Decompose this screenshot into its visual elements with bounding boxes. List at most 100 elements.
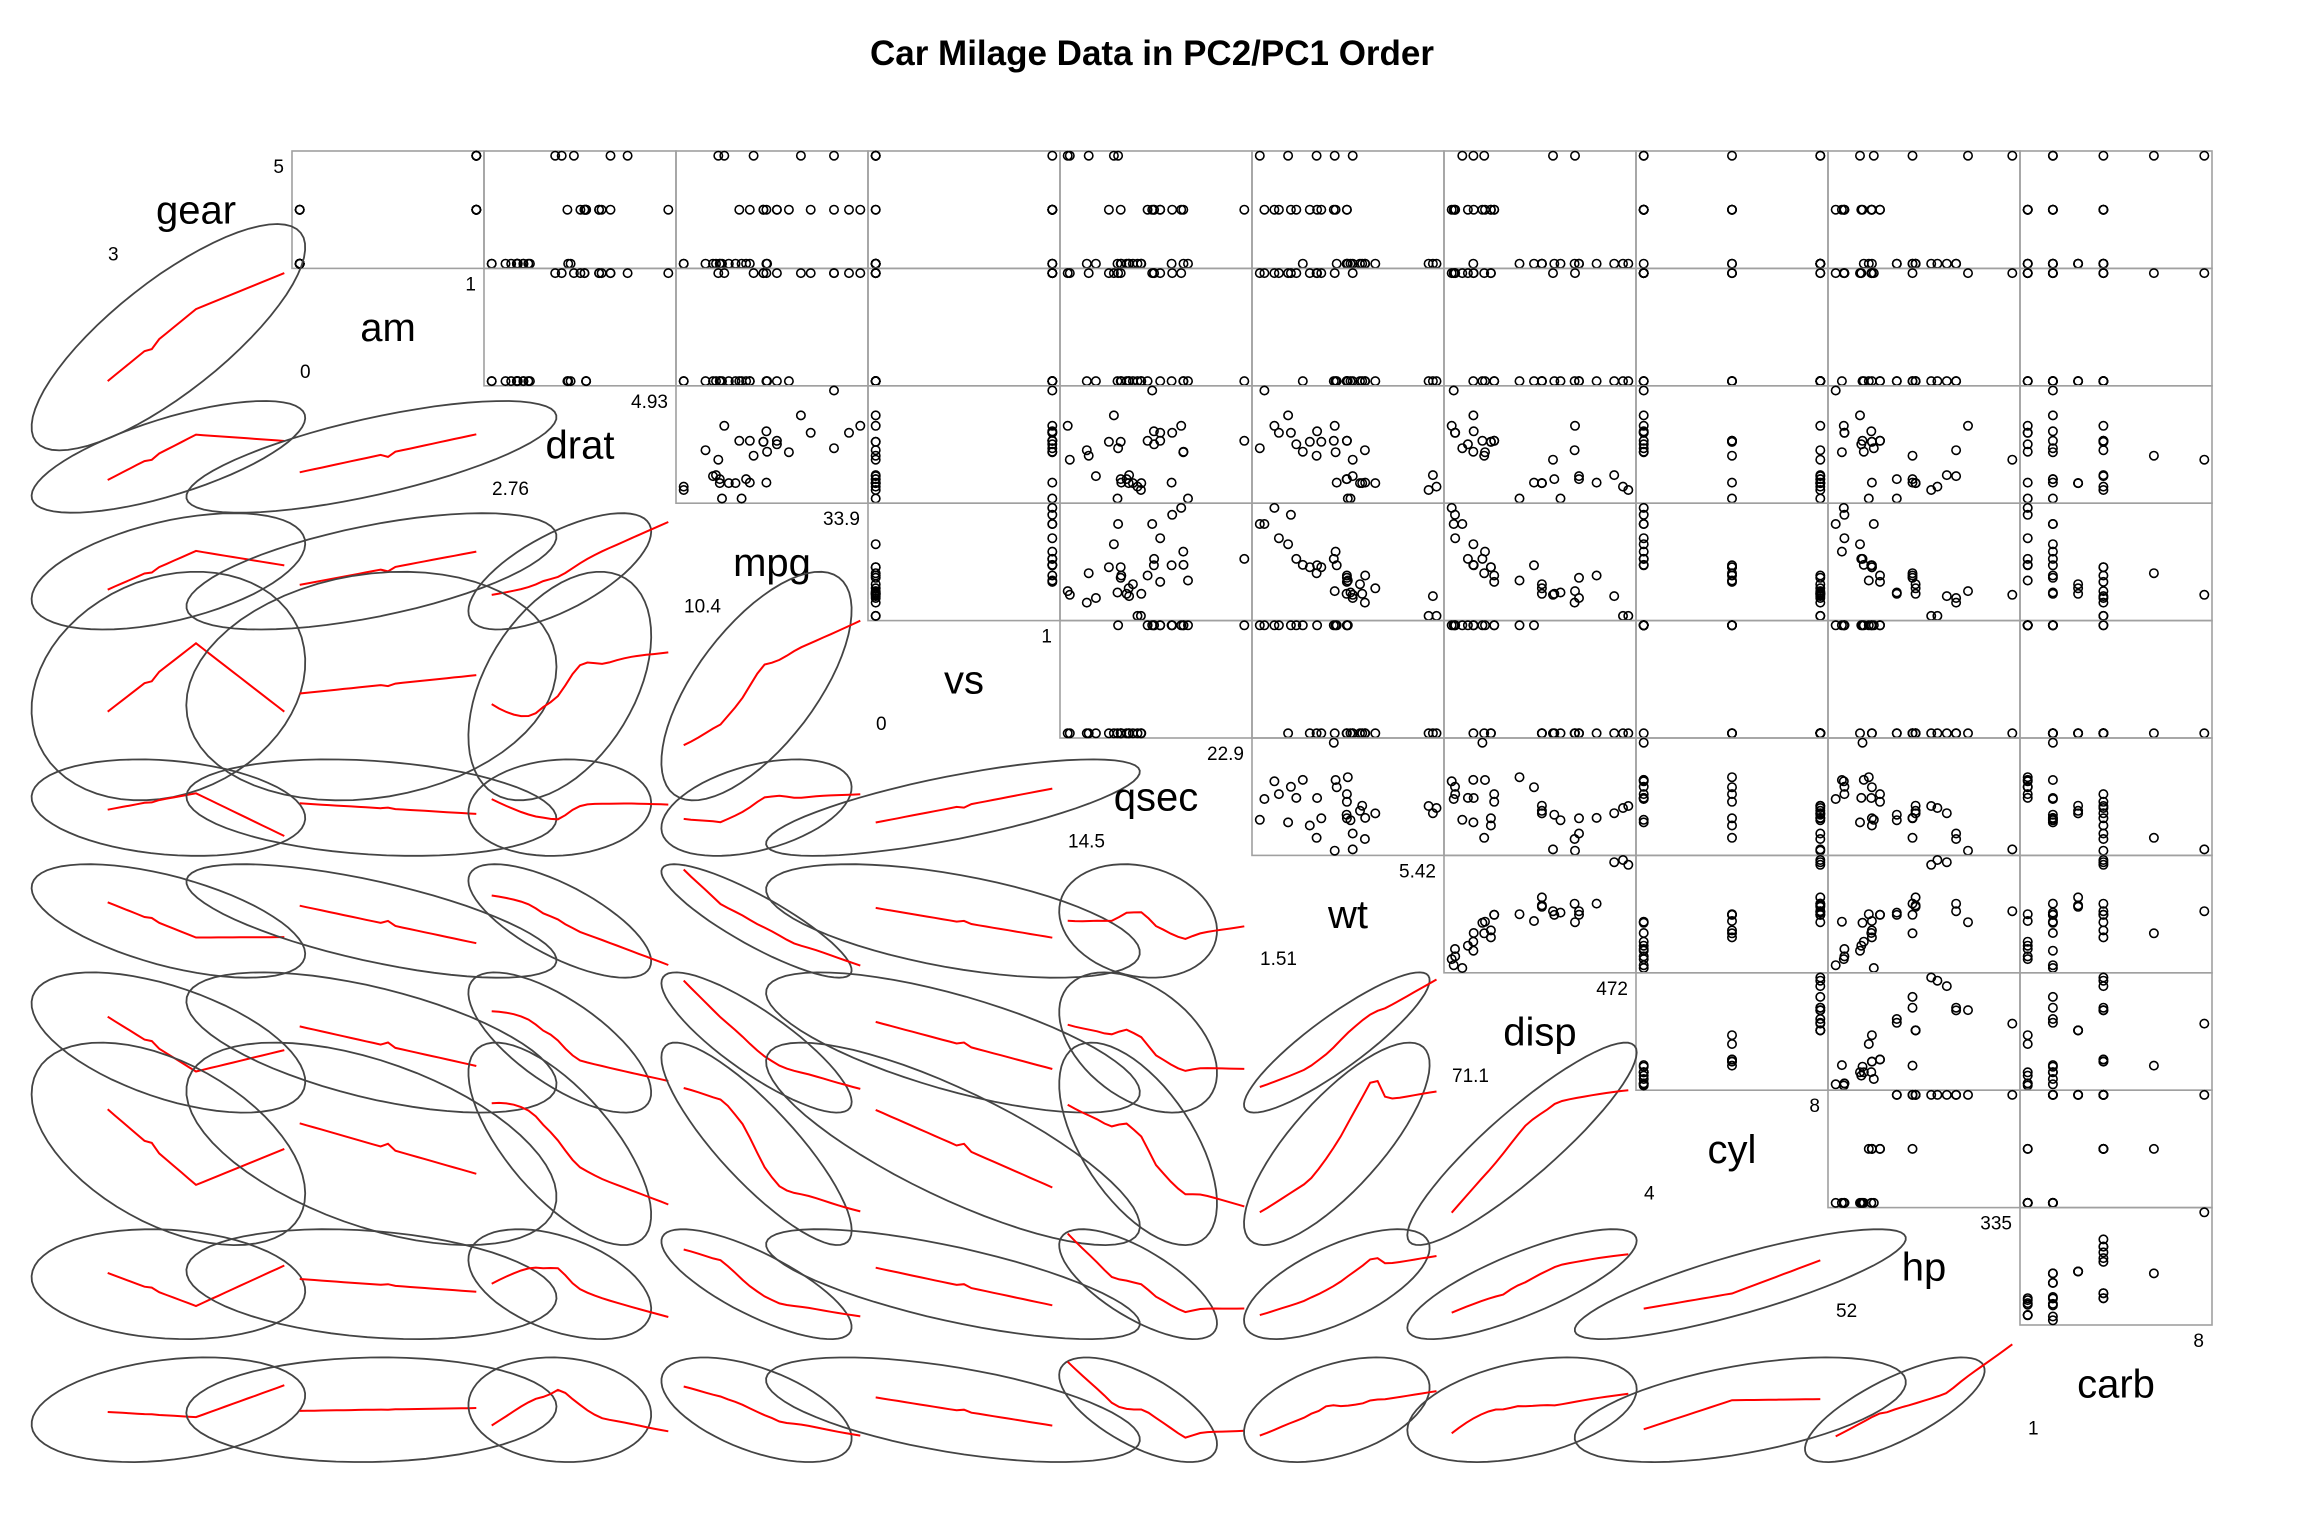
data-point	[2022, 774, 2033, 785]
data-point	[1638, 781, 1649, 792]
data-point	[2047, 1311, 2058, 1322]
panel-qsec-mpg	[660, 758, 861, 857]
data-point	[1907, 991, 1918, 1002]
data-point	[1108, 150, 1119, 161]
data-point	[1370, 728, 1381, 739]
data-point	[1609, 470, 1620, 481]
data-ellipse	[185, 512, 558, 631]
data-point	[1136, 588, 1147, 599]
data-point	[1347, 454, 1358, 465]
panel-border	[1635, 150, 1829, 270]
data-point	[1836, 916, 1847, 927]
data-ellipse	[1406, 1041, 1638, 1246]
data-point	[795, 268, 806, 279]
data-point	[761, 477, 772, 488]
data-point	[1427, 591, 1438, 602]
data-point	[855, 268, 866, 279]
data-point	[1239, 204, 1250, 215]
data-point	[1866, 268, 1877, 279]
panel-border	[1635, 619, 1829, 739]
loess-smoother	[107, 549, 285, 591]
data-point	[2007, 906, 2018, 917]
data-point	[1727, 1030, 1738, 1041]
data-ellipse	[1573, 1356, 1907, 1464]
data-point	[1468, 817, 1479, 828]
panel-gear-vs	[867, 150, 1061, 270]
data-point	[1529, 560, 1540, 571]
loess-smoother	[491, 521, 669, 596]
data-point	[524, 376, 535, 387]
data-point	[2047, 376, 2058, 387]
data-point	[1830, 385, 1841, 396]
data-point	[1609, 857, 1620, 868]
variable-label-wt: wt	[1327, 893, 1368, 937]
panel-border	[1827, 1089, 2021, 1209]
data-point	[2073, 728, 2084, 739]
data-point	[1875, 435, 1886, 446]
data-point	[2047, 539, 2058, 550]
data-point	[1148, 268, 1159, 279]
loess-smoother	[683, 1087, 861, 1213]
data-point	[1341, 809, 1352, 820]
range-min-qsec: 14.5	[1068, 831, 1105, 852]
data-point	[500, 376, 511, 387]
chart-title: Car Milage Data in PC2/PC1 Order	[869, 34, 1435, 73]
data-point	[1155, 204, 1166, 215]
data-point	[1941, 1089, 1952, 1100]
panel-disp-vs	[765, 971, 1141, 1114]
panel-hp-mpg	[660, 1228, 861, 1341]
data-point	[1536, 583, 1547, 594]
data-point	[1047, 509, 1058, 520]
data-point	[1304, 204, 1315, 215]
loess-smoother	[1643, 1259, 1821, 1310]
panel-am-disp	[1443, 267, 1637, 387]
data-point	[1450, 951, 1461, 962]
data-point	[1468, 446, 1479, 457]
data-point	[1875, 1054, 1886, 1065]
data-point	[1468, 728, 1479, 739]
panel-border	[1443, 267, 1637, 387]
panel-wt-mpg	[660, 863, 861, 979]
data-point	[1083, 728, 1094, 739]
data-ellipse	[467, 863, 653, 979]
data-point	[843, 268, 854, 279]
data-point	[2047, 258, 2058, 269]
data-point	[2098, 975, 2109, 986]
data-point	[1932, 610, 1943, 621]
data-point	[1477, 435, 1488, 446]
data-point	[2022, 1078, 2033, 1089]
data-point	[1866, 204, 1877, 215]
data-ellipse	[1058, 1041, 1218, 1247]
range-max-mpg: 33.9	[823, 509, 860, 530]
panel-hp-disp	[1406, 1228, 1638, 1341]
data-point	[1514, 493, 1525, 504]
data-point	[1855, 539, 1866, 550]
data-point	[1183, 493, 1194, 504]
loess-smoother	[1259, 978, 1437, 1088]
data-ellipse	[1574, 1228, 1907, 1341]
data-point	[1064, 268, 1075, 279]
panel-disp-am	[185, 971, 558, 1114]
data-point	[870, 450, 881, 461]
data-point	[1047, 268, 1058, 279]
panel-cyl-hp	[1827, 1089, 2021, 1209]
data-point	[1638, 945, 1649, 956]
data-ellipse	[467, 1356, 653, 1463]
data-point	[2022, 268, 2033, 279]
data-point	[1868, 518, 1879, 529]
data-point	[2098, 1234, 2109, 1245]
loess-smoother	[299, 433, 477, 474]
panel-carb-am	[185, 1356, 558, 1463]
data-point	[1176, 268, 1187, 279]
data-point	[1591, 728, 1602, 739]
data-point	[1450, 943, 1461, 954]
data-point	[2022, 1310, 2033, 1321]
panel-drat-qsec	[1059, 384, 1253, 504]
panel-qsec-wt	[1251, 737, 1445, 857]
data-point	[2047, 1277, 2058, 1288]
data-point	[1347, 589, 1358, 600]
range-max-vs: 1	[1041, 627, 1052, 648]
data-point	[1269, 502, 1280, 513]
data-point	[1312, 268, 1323, 279]
data-ellipse	[660, 1228, 853, 1341]
